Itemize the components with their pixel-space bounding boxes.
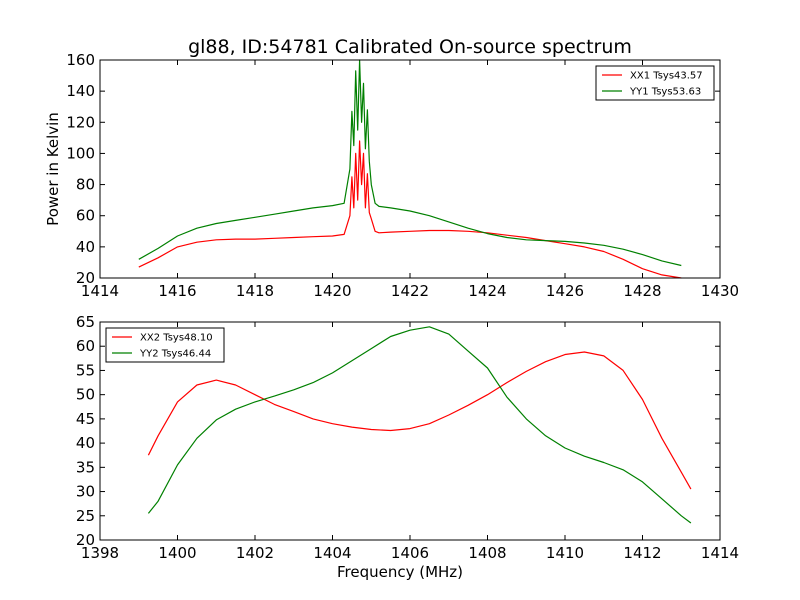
x-tick-label: 1414: [81, 282, 119, 300]
y-tick-label: 55: [76, 361, 95, 379]
series-line-2: [147, 326, 692, 524]
series-line-2: [138, 59, 682, 267]
legend-box: [105, 327, 225, 363]
x-tick-label: 1414: [701, 544, 739, 562]
x-tick-label: 1404: [313, 544, 351, 562]
y-axis-label: Power in Kelvin: [44, 112, 62, 226]
y-tick-label: 20: [76, 269, 95, 287]
series-line-1: [147, 351, 692, 490]
y-tick-label: 140: [66, 82, 95, 100]
y-tick-label: 30: [76, 483, 95, 501]
y-tick-label: 35: [76, 458, 95, 476]
x-tick-label: 1398: [81, 544, 119, 562]
legend-label-1: XX2 Tsys48.10: [140, 333, 213, 344]
y-tick-label: 120: [66, 113, 95, 131]
x-tick-label: 1422: [391, 282, 429, 300]
x-tick-label: 1430: [701, 282, 739, 300]
x-tick-label: 1428: [623, 282, 661, 300]
y-tick-label: 65: [76, 313, 95, 331]
y-tick-label: 45: [76, 410, 95, 428]
x-tick-label: 1408: [468, 544, 506, 562]
y-tick-label: 60: [76, 337, 95, 355]
x-tick-label: 1416: [158, 282, 196, 300]
y-tick-label: 20: [76, 531, 95, 549]
y-tick-label: 160: [66, 51, 95, 69]
legend-label-1: XX1 Tsys43.57: [630, 71, 703, 82]
x-tick-label: 1424: [468, 282, 506, 300]
x-tick-label: 1426: [546, 282, 584, 300]
x-tick-label: 1406: [391, 544, 429, 562]
figure-title: gl88, ID:54781 Calibrated On-source spec…: [188, 36, 632, 58]
y-tick-label: 25: [76, 507, 95, 525]
y-tick-label: 40: [76, 238, 95, 256]
bottom-spectrum-panel: 1398 1400 1402 1404 1406 1408 1410 1412 1414 20 25…: [76, 313, 739, 581]
legend-box: [595, 65, 715, 101]
y-tick-label: 60: [76, 207, 95, 225]
legend-label-2: YY2 Tsys46.44: [139, 349, 211, 360]
x-axis-label: Frequency (MHz): [337, 563, 463, 581]
x-tick-label: 1418: [236, 282, 274, 300]
legend-label-2: YY1 Tsys53.63: [629, 87, 701, 98]
top-spectrum-panel: 1414 1416 1418 1420 1422 1424 1426 1428 1430 20 40…: [44, 51, 739, 300]
x-tick-label: 1402: [236, 544, 274, 562]
x-tick-label: 1420: [313, 282, 351, 300]
y-tick-label: 80: [76, 176, 95, 194]
x-tick-label: 1410: [546, 544, 584, 562]
x-tick-label: 1400: [158, 544, 196, 562]
y-tick-label: 50: [76, 386, 95, 404]
x-tick-label: 1412: [623, 544, 661, 562]
y-tick-label: 40: [76, 434, 95, 452]
y-tick-label: 100: [66, 144, 95, 162]
